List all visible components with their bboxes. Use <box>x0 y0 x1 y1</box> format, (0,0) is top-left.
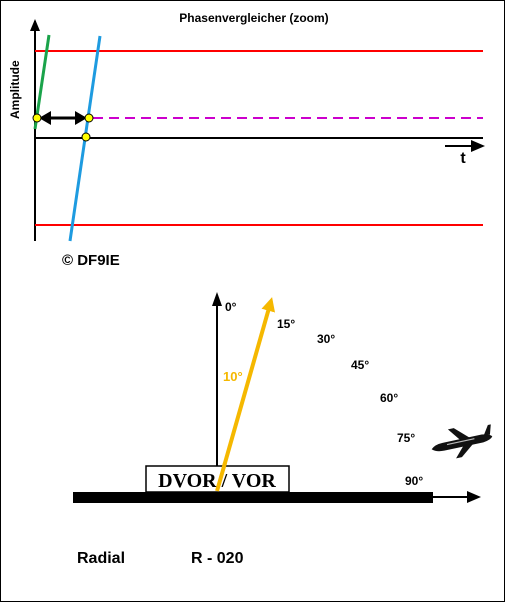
baseline-arrowhead <box>467 491 481 503</box>
angle-label-30: 30° <box>317 332 335 346</box>
angle-label-15: 15° <box>277 317 295 331</box>
angle-label-45: 45° <box>351 358 369 372</box>
baseline-bar <box>73 492 433 503</box>
angle-label-75: 75° <box>397 431 415 445</box>
y-axis-label: Amplitude <box>8 60 22 119</box>
radial-label: Radial <box>77 550 125 567</box>
airplane-icon <box>431 424 493 459</box>
angle-label-0: 0° <box>225 300 237 314</box>
north-axis-arrowhead <box>212 292 222 306</box>
variable-zero-crossing-marker <box>81 132 91 142</box>
copyright-label: © DF9IE <box>62 252 120 269</box>
station-label: DVOR / VOR <box>158 470 276 492</box>
reference-zero-crossing-marker <box>32 113 42 123</box>
y-axis-arrowhead <box>30 19 40 31</box>
needle-angle-label: 10° <box>223 369 243 384</box>
angle-label-90: 90° <box>405 474 423 488</box>
x-axis-arrowhead <box>471 140 485 152</box>
reference-signal-line <box>33 34 51 130</box>
chart-title: Phasenvergleicher (zoom) <box>179 11 328 25</box>
heading-needle <box>215 297 275 492</box>
phase-arrow-right-head <box>75 111 87 125</box>
variable-phase-marker <box>84 113 94 123</box>
heading-needle-base <box>215 462 227 492</box>
phase-arrow-left-head <box>39 111 51 125</box>
radial-value: R - 020 <box>191 550 244 567</box>
x-axis-label: t <box>460 150 466 167</box>
angle-label-60: 60° <box>380 391 398 405</box>
